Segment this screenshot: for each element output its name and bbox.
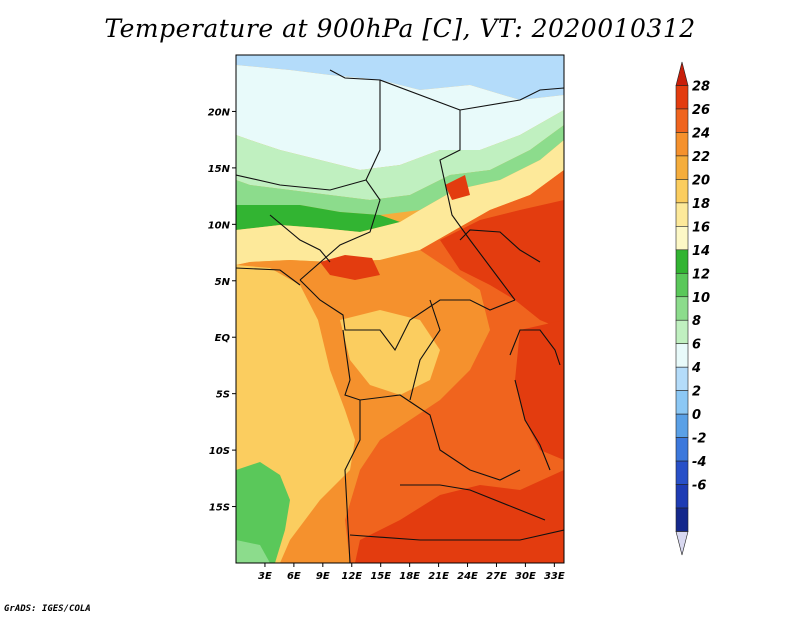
green-zone-mid xyxy=(236,125,564,215)
hot-spot-west xyxy=(320,255,380,280)
colorbar-label: 26 xyxy=(692,103,710,118)
lat-tick-label: 15N xyxy=(208,164,231,175)
page-title: Temperature at 900hPa [C], VT: 202001031… xyxy=(104,14,696,43)
colorbar-label: 4 xyxy=(691,361,701,376)
colorbar-swatch xyxy=(675,460,689,485)
map-frame xyxy=(235,54,565,564)
lon-tick-label: 27E xyxy=(486,571,507,582)
colorbar-swatch xyxy=(675,132,689,157)
cold-zone-north xyxy=(236,55,564,100)
colorbar-swatch xyxy=(675,437,689,462)
colorbar-swatch xyxy=(675,366,689,391)
colorbar-label: -6 xyxy=(692,479,706,494)
colorbar-label: 6 xyxy=(692,338,701,353)
colorbar-label: 0 xyxy=(692,408,701,423)
colorbar-label: 2 xyxy=(692,385,701,400)
colorbar-swatch xyxy=(675,484,689,509)
green-zone-light xyxy=(236,110,564,200)
colorbar-swatch xyxy=(675,179,689,204)
very-hot-zone-east xyxy=(440,200,564,330)
colorbar-swatch xyxy=(675,272,689,298)
very-hot-zone-lakes xyxy=(515,320,564,460)
lat-tick-label: 5S xyxy=(216,390,230,401)
green-zone-dark xyxy=(236,205,400,232)
colorbar-swatch xyxy=(675,61,689,86)
lon-tick-label: 6E xyxy=(287,571,301,582)
longitude-axis: 3E 6E 9E 12E 15E 18E 21E 24E 27E 30E 33E xyxy=(258,563,565,582)
colorbar-swatch xyxy=(675,226,689,251)
lon-tick-label: 21E xyxy=(428,571,449,582)
colorbar-swatch xyxy=(675,413,689,438)
lon-tick-label: 12E xyxy=(341,571,362,582)
lat-tick-label: EQ xyxy=(215,333,231,344)
lon-tick-label: 3E xyxy=(258,571,272,582)
mild-zone-central xyxy=(340,310,440,395)
colorbar-label: 18 xyxy=(692,197,710,212)
colorbar-label: 24 xyxy=(692,126,710,141)
lon-tick-label: 24E xyxy=(457,571,478,582)
colorbar-label: 12 xyxy=(692,267,710,282)
lon-tick-label: 18E xyxy=(399,571,420,582)
colorbar-swatch xyxy=(675,343,689,368)
colorbar-swatch xyxy=(675,108,689,133)
colorbar-swatch xyxy=(675,202,689,227)
colorbar-swatch xyxy=(675,507,689,532)
lon-tick-label: 33E xyxy=(544,571,565,582)
colorbar-swatch xyxy=(675,249,689,274)
temperature-field xyxy=(236,55,564,563)
cool-zone-southwest-edge xyxy=(236,540,270,563)
cool-zone-north xyxy=(236,65,564,170)
colorbar-label: 8 xyxy=(692,314,701,329)
country-borders xyxy=(236,69,564,563)
colorbar-swatch xyxy=(675,390,689,415)
lat-tick-label: 10S xyxy=(209,446,230,457)
lon-tick-label: 9E xyxy=(316,571,330,582)
lon-tick-label: 15E xyxy=(370,571,391,582)
lat-tick-label: 5N xyxy=(215,277,231,288)
grads-credit: GrADS: IGES/COLA xyxy=(4,604,91,614)
colorbar-swatch xyxy=(675,531,689,556)
colorbar-swatch xyxy=(675,155,689,180)
colorbar-label: 14 xyxy=(692,244,710,259)
lat-tick-label: 20N xyxy=(208,107,231,118)
colorbar-swatch xyxy=(675,319,689,345)
hot-spot-north xyxy=(445,175,470,200)
colorbar-label: -4 xyxy=(692,455,706,470)
latitude-axis: 20N 15N 10N 5N EQ 5S 10S 15S xyxy=(208,107,236,514)
colorbar-label: 28 xyxy=(692,79,710,94)
colorbar-label: 22 xyxy=(692,150,710,165)
colorbar-label: -2 xyxy=(692,432,706,447)
lon-tick-label: 30E xyxy=(515,571,536,582)
lat-tick-label: 15S xyxy=(209,503,230,514)
cool-zone-southwest xyxy=(236,462,290,563)
lat-tick-label: 10N xyxy=(208,220,231,231)
transition-zone xyxy=(236,140,564,265)
colorbar-label: 16 xyxy=(692,220,710,235)
colorbar-label: 20 xyxy=(692,173,710,188)
colorbar-swatch xyxy=(675,296,689,321)
colorbar-swatch xyxy=(675,85,689,110)
colorbar-label: 10 xyxy=(692,291,710,306)
